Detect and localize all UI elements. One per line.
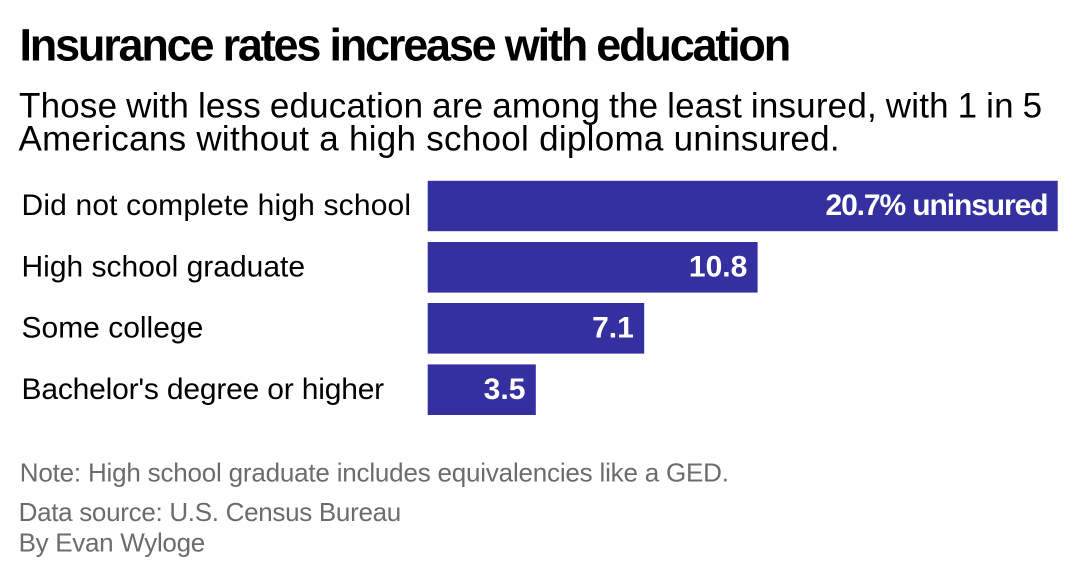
svg-text:Did not complete high school: Did not complete high school xyxy=(22,189,412,222)
svg-text:20.7% uninsured: 20.7% uninsured xyxy=(825,189,1047,222)
svg-text:Some college: Some college xyxy=(22,312,204,345)
svg-text:Note: High school graduate inc: Note: High school graduate includes equi… xyxy=(20,458,729,488)
svg-text:Those with less education are: Those with less education are among the … xyxy=(19,87,1042,126)
svg-text:By Evan Wyloge: By Evan Wyloge xyxy=(19,528,205,558)
svg-text:High school graduate: High school graduate xyxy=(22,251,306,284)
svg-text:Bachelor's degree or higher: Bachelor's degree or higher xyxy=(22,373,385,406)
svg-text:3.5: 3.5 xyxy=(484,373,526,406)
svg-text:10.8: 10.8 xyxy=(689,251,747,284)
svg-text:Americans without a high schoo: Americans without a high school diploma … xyxy=(19,120,840,159)
svg-text:7.1: 7.1 xyxy=(592,312,634,345)
svg-text:Data source: U.S. Census Burea: Data source: U.S. Census Bureau xyxy=(19,497,401,527)
svg-text:Insurance rates increase with: Insurance rates increase with education xyxy=(20,19,790,70)
